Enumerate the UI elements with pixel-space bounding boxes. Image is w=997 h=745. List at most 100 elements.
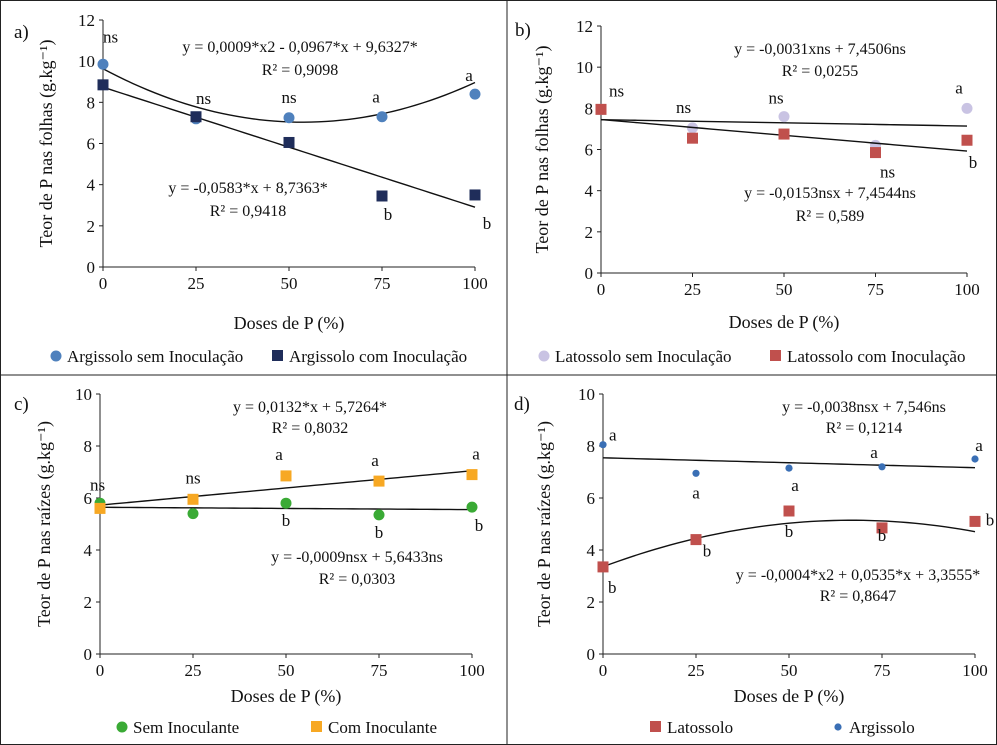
x-tick-label: 100 — [462, 274, 488, 293]
significance-label: b — [986, 510, 995, 529]
y-tick-label: 4 — [585, 182, 594, 201]
equation-annotation: y = 0,0009*x2 - 0,0967*x + 9,6327* — [182, 39, 417, 56]
data-point-square — [961, 134, 973, 146]
x-tick-label: 50 — [281, 274, 298, 293]
y-axis-title: Teor de P nas raízes (g.kg⁻¹) — [34, 421, 55, 627]
panel-label: b) — [515, 20, 531, 41]
legend-marker — [272, 350, 283, 361]
panel-label: a) — [14, 22, 29, 43]
legend-label: Com Inoculante — [328, 718, 437, 737]
x-tick-label: 75 — [867, 280, 884, 299]
significance-label: b — [608, 578, 617, 597]
trendline-1 — [602, 519, 976, 568]
significance-label: b — [785, 522, 794, 541]
y-axis-title: Teor de P nas raízes (g.kg⁻¹) — [534, 421, 555, 627]
y-tick-label: 2 — [87, 217, 96, 236]
y-tick-label: 8 — [585, 99, 594, 118]
data-point-square — [595, 103, 607, 115]
chart-panel-a: a) 0 2 4 6 8 10 12 0 25 50 75 100 Doses de P (%) Teor … — [14, 11, 491, 366]
equation-annotation: R² = 0,0255 — [782, 63, 859, 80]
x-tick-label: 25 — [684, 280, 701, 299]
significance-label: ns — [880, 163, 895, 182]
significance-label: b — [878, 526, 887, 545]
x-axis-title: Doses de P (%) — [234, 313, 345, 334]
significance-label: ns — [103, 27, 118, 46]
x-tick-label: 25 — [188, 274, 205, 293]
legend-marker — [834, 723, 842, 731]
data-point-square — [373, 475, 385, 487]
significance-label: b — [475, 516, 484, 535]
x-tick-label: 0 — [99, 274, 108, 293]
x-tick-label: 50 — [278, 661, 295, 680]
y-tick-label: 6 — [84, 489, 93, 508]
y-tick-label: 6 — [587, 489, 596, 508]
equation-annotation: R² = 0,1214 — [826, 420, 903, 437]
trendline-2 — [99, 470, 473, 506]
data-point-square — [597, 561, 609, 573]
data-point-circle — [280, 497, 292, 509]
legend-marker — [311, 721, 322, 732]
x-tick-label: 50 — [776, 280, 793, 299]
x-tick-label: 100 — [962, 661, 988, 680]
data-point-square — [466, 469, 478, 481]
data-point-dot — [785, 464, 793, 472]
data-point-circle — [187, 508, 199, 520]
y-tick-label: 0 — [587, 645, 596, 664]
y-tick-label: 4 — [587, 541, 596, 560]
x-tick-label: 75 — [374, 274, 391, 293]
y-tick-label: 0 — [87, 258, 96, 277]
equation-annotation: y = -0,0031xns + 7,4506ns — [734, 41, 906, 58]
y-tick-label: 12 — [576, 17, 593, 36]
y-tick-label: 6 — [585, 141, 594, 160]
equation-annotation: y = -0,0004*x2 + 0,0535*x + 3,3555* — [736, 567, 980, 584]
legend-label: Argissolo com Inoculação — [289, 347, 467, 366]
equation-annotation: y = -0,0153nsx + 7,4544ns — [744, 185, 916, 202]
equation-annotation: y = -0,0583*x + 8,7363* — [168, 180, 327, 197]
data-point-square — [969, 515, 981, 527]
significance-label: a — [372, 88, 380, 107]
data-point-circle — [373, 509, 385, 521]
data-point-square — [687, 132, 698, 144]
x-tick-label: 0 — [599, 661, 608, 680]
y-tick-label: 0 — [84, 645, 93, 664]
data-point-square — [876, 522, 888, 534]
y-axis-title: Teor de P nas folhas (g.kg⁻¹) — [532, 46, 553, 254]
data-point-dot — [878, 463, 886, 471]
y-tick-label: 10 — [576, 58, 593, 77]
data-point-square — [690, 534, 702, 546]
x-tick-label: 100 — [954, 280, 980, 299]
trendline-2 — [602, 457, 976, 469]
y-tick-label: 8 — [87, 93, 96, 112]
legend-label: Argissolo sem Inoculação — [67, 347, 243, 366]
significance-label: a — [692, 483, 700, 502]
equation-annotation: y = 0,0132*x + 5,7264* — [233, 399, 387, 416]
y-tick-label: 10 — [75, 385, 92, 404]
equation-annotation: R² = 0,8647 — [820, 588, 897, 605]
data-point-circle — [961, 102, 973, 114]
data-point-square — [469, 189, 481, 201]
y-tick-label: 2 — [84, 593, 93, 612]
x-tick-label: 25 — [688, 661, 705, 680]
significance-label: a — [465, 66, 473, 85]
significance-label: a — [791, 476, 799, 495]
y-tick-label: 2 — [587, 593, 596, 612]
x-tick-label: 25 — [185, 661, 202, 680]
y-axis-title: Teor de P nas folhas (g.kg⁻¹) — [36, 40, 57, 248]
significance-label: ns — [90, 475, 105, 494]
data-point-circle — [778, 111, 790, 123]
y-tick-label: 6 — [87, 135, 96, 154]
significance-label: b — [703, 542, 712, 561]
significance-label: b — [969, 153, 978, 172]
legend-label: Latossolo sem Inoculação — [555, 347, 732, 366]
panel-label: d) — [514, 394, 530, 415]
data-point-square — [376, 190, 388, 202]
significance-label: a — [870, 443, 878, 462]
x-tick-label: 0 — [96, 661, 105, 680]
significance-label: a — [975, 436, 983, 455]
equation-annotation: R² = 0,9098 — [262, 62, 339, 79]
y-tick-label: 4 — [84, 541, 93, 560]
data-point-square — [187, 493, 199, 505]
significance-label: b — [375, 523, 384, 542]
